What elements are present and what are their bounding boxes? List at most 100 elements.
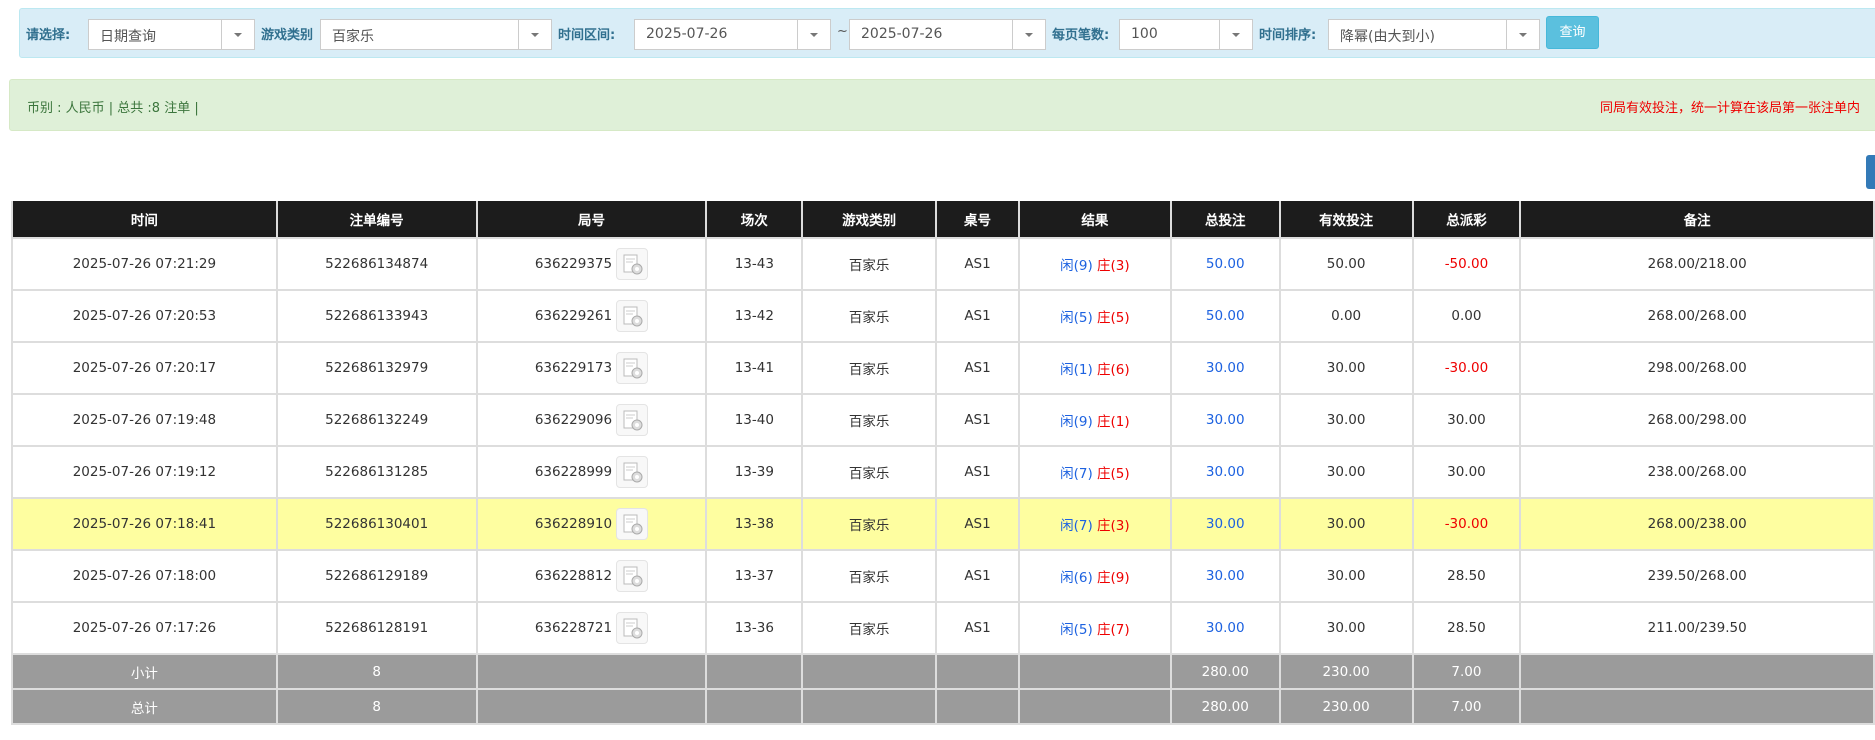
label: 游戏类别 bbox=[261, 28, 314, 43]
result-cell: 闲(7) 庄(5) bbox=[1017, 445, 1172, 499]
cell: 总计 bbox=[11, 688, 278, 725]
cell: 小计 bbox=[11, 653, 278, 690]
select[interactable]: 百家乐 bbox=[320, 19, 552, 50]
cell: 636228721 bbox=[475, 601, 708, 655]
round-number: 636229173 bbox=[534, 360, 613, 376]
cell: -50.00 bbox=[1411, 237, 1522, 291]
cell: 2025-07-26 07:18:41 bbox=[11, 497, 278, 551]
cell: 30.00 bbox=[1169, 601, 1281, 655]
arrow bbox=[1506, 20, 1539, 49]
header-cell: 结果 bbox=[1017, 201, 1172, 239]
select-value: 日期查询 bbox=[100, 29, 156, 45]
player-result: 闲(5) bbox=[1060, 622, 1093, 638]
cell bbox=[801, 688, 938, 725]
cell: 280.00 bbox=[1169, 653, 1281, 690]
cell bbox=[475, 688, 708, 725]
cell: AS1 bbox=[935, 549, 1020, 603]
cell: AS1 bbox=[935, 445, 1020, 499]
cell: 百家乐 bbox=[801, 237, 938, 291]
cell: 2025-07-26 07:19:12 bbox=[11, 445, 278, 499]
query-button[interactable]: 查询 bbox=[1546, 16, 1599, 49]
result-cell: 闲(9) 庄(1) bbox=[1017, 393, 1172, 447]
header-cell: 局号 bbox=[475, 201, 708, 239]
date-value: 2025-07-26 bbox=[646, 26, 728, 42]
cell: 30.00 bbox=[1278, 549, 1414, 603]
cell: 268.00/268.00 bbox=[1519, 289, 1875, 343]
date-input[interactable]: 2025-07-26 bbox=[849, 19, 1046, 50]
cell: AS1 bbox=[935, 341, 1020, 395]
banker-result: 庄(3) bbox=[1097, 518, 1130, 534]
cell: 30.00 bbox=[1411, 445, 1522, 499]
cell: 30.00 bbox=[1169, 393, 1281, 447]
cell bbox=[1017, 688, 1172, 725]
date-value: 2025-07-26 bbox=[861, 26, 943, 42]
round-icon[interactable] bbox=[616, 508, 649, 540]
table-row: 2025-07-26 07:19:12 522686131285 636228999… bbox=[11, 445, 1875, 499]
cell: 636229375 bbox=[475, 237, 708, 291]
cell bbox=[1017, 653, 1172, 690]
header-cell: 有效投注 bbox=[1278, 201, 1414, 239]
round-icon[interactable] bbox=[616, 456, 649, 488]
result-cell: 闲(9) 庄(3) bbox=[1017, 237, 1172, 291]
banker-result: 庄(5) bbox=[1097, 310, 1130, 326]
cell: 百家乐 bbox=[801, 497, 938, 551]
player-result: 闲(7) bbox=[1060, 518, 1093, 534]
cell: 522686133943 bbox=[275, 289, 478, 343]
round-icon[interactable] bbox=[616, 404, 649, 436]
cell: 268.00/298.00 bbox=[1519, 393, 1875, 447]
cell: 30.00 bbox=[1278, 393, 1414, 447]
cell: 522686129189 bbox=[275, 549, 478, 603]
banker-result: 庄(6) bbox=[1097, 362, 1130, 378]
header-cell: 桌号 bbox=[935, 201, 1020, 239]
round-icon[interactable] bbox=[616, 560, 649, 592]
cell: 2025-07-26 07:19:48 bbox=[11, 393, 278, 447]
cell: 13-38 bbox=[705, 497, 804, 551]
header-cell: 注单编号 bbox=[275, 201, 478, 239]
cell: 30.00 bbox=[1278, 601, 1414, 655]
filter-bar: 请选择: 日期查询 游戏类别 百家乐 时间区间: 2025-07-26 ~ 20… bbox=[19, 8, 1875, 58]
cell: 30.00 bbox=[1169, 549, 1281, 603]
header-cell: 总派彩 bbox=[1411, 201, 1522, 239]
result-cell: 闲(5) 庄(5) bbox=[1017, 289, 1172, 343]
label: 每页笔数: bbox=[1052, 28, 1110, 43]
round-number: 636228910 bbox=[534, 516, 613, 532]
cell: 30.00 bbox=[1411, 393, 1522, 447]
date-input[interactable]: 2025-07-26 bbox=[634, 19, 831, 50]
round-icon[interactable] bbox=[616, 248, 649, 280]
label: 时间排序: bbox=[1259, 28, 1317, 43]
round-icon[interactable] bbox=[616, 300, 649, 332]
result-cell: 闲(7) 庄(3) bbox=[1017, 497, 1172, 551]
select[interactable]: 100 bbox=[1119, 19, 1253, 50]
banker-result: 庄(1) bbox=[1097, 414, 1130, 430]
cell: 30.00 bbox=[1278, 341, 1414, 395]
round-number: 636229375 bbox=[534, 256, 613, 272]
header-cell: 备注 bbox=[1519, 201, 1875, 239]
select[interactable]: 日期查询 bbox=[88, 19, 255, 50]
round-icon[interactable] bbox=[616, 352, 649, 384]
cell bbox=[1519, 653, 1875, 690]
cell: 238.00/268.00 bbox=[1519, 445, 1875, 499]
cell: 13-43 bbox=[705, 237, 804, 291]
banker-result: 庄(7) bbox=[1097, 622, 1130, 638]
cell: 百家乐 bbox=[801, 445, 938, 499]
cell: 636228910 bbox=[475, 497, 708, 551]
cell: 30.00 bbox=[1169, 445, 1281, 499]
cell: 30.00 bbox=[1278, 445, 1414, 499]
round-number: 636229261 bbox=[534, 308, 613, 324]
select[interactable]: 降幂(由大到小) bbox=[1328, 19, 1540, 50]
table-body: 2025-07-26 07:21:29 522686134874 636229375… bbox=[11, 237, 1875, 725]
cell: 13-37 bbox=[705, 549, 804, 603]
round-number: 636228812 bbox=[534, 568, 613, 584]
select-value: 100 bbox=[1131, 26, 1158, 42]
round-icon[interactable] bbox=[616, 612, 649, 644]
cell: 13-42 bbox=[705, 289, 804, 343]
cell: 8 bbox=[275, 653, 478, 690]
cell: 30.00 bbox=[1278, 497, 1414, 551]
cell: 28.50 bbox=[1411, 601, 1522, 655]
cell: 13-40 bbox=[705, 393, 804, 447]
header-cell: 时间 bbox=[11, 201, 278, 239]
button[interactable] bbox=[1866, 155, 1875, 189]
select-value: 降幂(由大到小) bbox=[1340, 29, 1435, 45]
cell: 636229261 bbox=[475, 289, 708, 343]
